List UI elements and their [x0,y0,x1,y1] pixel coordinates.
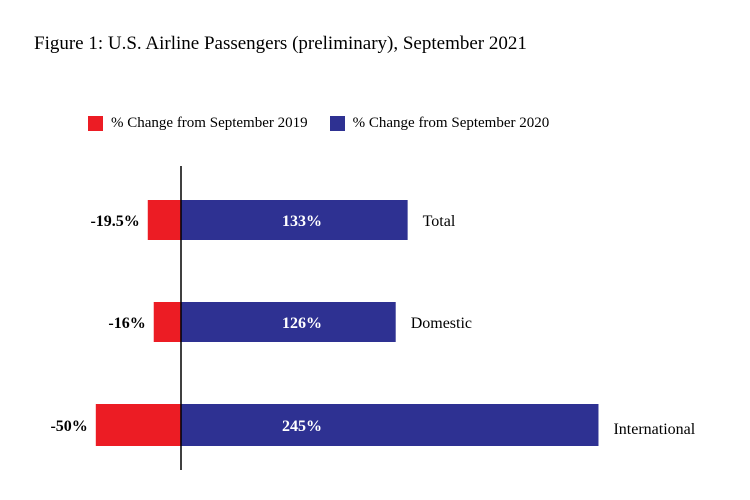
legend-item-2020: % Change from September 2020 [329,115,550,132]
legend: % Change from September 2019 % Change fr… [88,115,571,132]
bar-2020-total [181,200,408,240]
legend-item-2019: % Change from September 2019 [88,115,308,132]
legend-swatch-2019 [88,116,103,131]
legend-swatch-2020 [329,116,345,131]
data-label-2019-international: -50% [50,418,87,435]
legend-label-2019: % Change from September 2019 [111,115,308,131]
data-label-2020-domestic: 126% [282,315,322,332]
data-label-2020-total: 133% [282,213,322,230]
data-label-2019-total: -19.5% [90,213,139,230]
chart-title: Figure 1: U.S. Airline Passengers (preli… [34,33,527,54]
category-label-international: International [613,421,695,438]
category-label-domestic: Domestic [411,315,472,332]
bar-2019-domestic [153,302,181,342]
data-label-2020-international: 245% [282,418,322,435]
bar-2020-domestic [181,302,396,342]
legend-label-2020: % Change from September 2020 [352,115,550,131]
bar-2019-total [147,200,181,240]
data-label-2019-domestic: -16% [108,315,145,332]
category-label-total: Total [423,213,456,230]
bar-2019-international [95,404,181,446]
bar-2020-international [181,404,599,446]
